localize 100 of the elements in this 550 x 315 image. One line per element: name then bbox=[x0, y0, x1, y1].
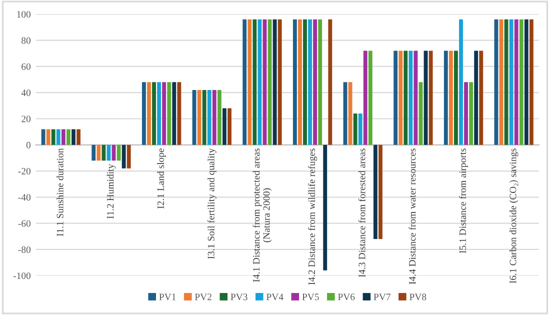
bar bbox=[474, 50, 478, 145]
bar bbox=[328, 19, 332, 145]
bar bbox=[102, 144, 106, 161]
bar bbox=[343, 82, 348, 145]
bar bbox=[318, 19, 322, 145]
bar bbox=[92, 144, 96, 161]
bar bbox=[398, 50, 403, 145]
bar bbox=[358, 114, 362, 145]
bar bbox=[202, 90, 206, 145]
bar bbox=[368, 50, 372, 145]
bar bbox=[172, 82, 176, 145]
bar bbox=[363, 50, 368, 145]
x-tick-label: I4.1 Distance from protected areas (Natura 2000) bbox=[252, 148, 272, 282]
x-tick-label: I2.1 Land slope bbox=[157, 148, 166, 209]
y-tick-label: -60 bbox=[18, 220, 31, 227]
x-tick-label: I1.1 Sunshine duration bbox=[56, 148, 64, 236]
y-tick-label: 40 bbox=[21, 90, 31, 96]
y-tick-label: -40 bbox=[18, 194, 31, 201]
bar bbox=[126, 144, 131, 168]
bar bbox=[147, 82, 151, 145]
x-tick-label: I5.1 Distance from airports bbox=[459, 148, 468, 254]
x-tick-label: I3.1 Soil fertility and quality bbox=[207, 148, 216, 259]
bar bbox=[479, 50, 484, 145]
bar bbox=[228, 108, 232, 145]
y-tick-label: -20 bbox=[18, 168, 31, 175]
legend-label: PV4 bbox=[266, 294, 284, 300]
bar bbox=[66, 129, 70, 145]
bar bbox=[122, 144, 126, 168]
bar bbox=[454, 50, 458, 145]
bar bbox=[252, 19, 257, 145]
bar bbox=[292, 19, 297, 145]
bar bbox=[177, 82, 182, 145]
bar bbox=[464, 82, 468, 145]
y-tick-label: -100 bbox=[13, 272, 31, 280]
bar bbox=[248, 19, 252, 145]
bar bbox=[519, 19, 524, 145]
bar bbox=[242, 19, 247, 145]
bar bbox=[444, 50, 448, 145]
bar bbox=[418, 82, 423, 145]
bar bbox=[509, 19, 514, 145]
legend-label: PV1 bbox=[159, 294, 176, 300]
bar bbox=[469, 82, 474, 145]
bar bbox=[524, 19, 528, 145]
x-tick-label: I6.1 Carbon dioxide (CO₂) savings bbox=[509, 148, 518, 284]
bar bbox=[303, 19, 307, 145]
bar bbox=[197, 90, 202, 145]
legend-label: PV7 bbox=[374, 294, 390, 300]
bar bbox=[72, 129, 76, 145]
bar bbox=[348, 82, 352, 145]
bar bbox=[96, 144, 101, 161]
bar bbox=[353, 114, 358, 145]
bar bbox=[152, 82, 156, 145]
legend-label: PV2 bbox=[194, 294, 212, 300]
bar bbox=[408, 50, 413, 145]
bar bbox=[298, 19, 302, 145]
bar bbox=[459, 19, 463, 145]
y-tick-label: 80 bbox=[22, 37, 31, 44]
bar bbox=[41, 129, 46, 145]
bar bbox=[373, 144, 378, 240]
bar bbox=[414, 50, 418, 145]
y-tick-label: 0 bbox=[26, 142, 31, 148]
bar bbox=[162, 82, 166, 145]
bar bbox=[142, 82, 146, 145]
bar bbox=[428, 50, 433, 145]
bar bbox=[61, 129, 66, 145]
bar bbox=[46, 129, 50, 145]
bar bbox=[157, 82, 162, 145]
bar bbox=[167, 82, 172, 145]
bar bbox=[323, 144, 328, 270]
bar bbox=[504, 19, 508, 145]
legend-label: PV8 bbox=[410, 294, 426, 300]
x-tick-label: I1.2 Humidity bbox=[106, 164, 116, 219]
y-tick-label: -80 bbox=[18, 246, 31, 253]
y-tick-label: 100 bbox=[17, 11, 31, 18]
bar bbox=[207, 90, 212, 145]
bar bbox=[313, 19, 318, 145]
bar bbox=[308, 19, 312, 145]
bar bbox=[394, 50, 398, 145]
bar bbox=[514, 19, 518, 145]
x-tick-label: I4.3 Distance from forested areas bbox=[358, 148, 366, 278]
bar bbox=[212, 90, 216, 145]
bar bbox=[76, 129, 80, 145]
legend-label: PV5 bbox=[302, 294, 319, 300]
bar bbox=[529, 19, 534, 145]
bar bbox=[378, 144, 382, 240]
legend-label: PV3 bbox=[230, 294, 248, 300]
bar bbox=[56, 129, 60, 145]
y-tick-label: 20 bbox=[22, 116, 31, 122]
x-tick-label: I4.4 Distance from water resources bbox=[408, 148, 416, 284]
bar bbox=[51, 129, 56, 145]
bar bbox=[448, 50, 453, 145]
bar bbox=[272, 19, 277, 145]
legend-label: PV6 bbox=[338, 294, 355, 300]
bar bbox=[258, 19, 262, 145]
x-tick-label: I4.2 Distance from wildlife refuges bbox=[308, 148, 318, 285]
y-tick-label: 60 bbox=[22, 63, 31, 70]
bar bbox=[222, 108, 226, 145]
bar bbox=[217, 90, 222, 145]
bar bbox=[278, 19, 282, 145]
bar bbox=[404, 50, 408, 145]
